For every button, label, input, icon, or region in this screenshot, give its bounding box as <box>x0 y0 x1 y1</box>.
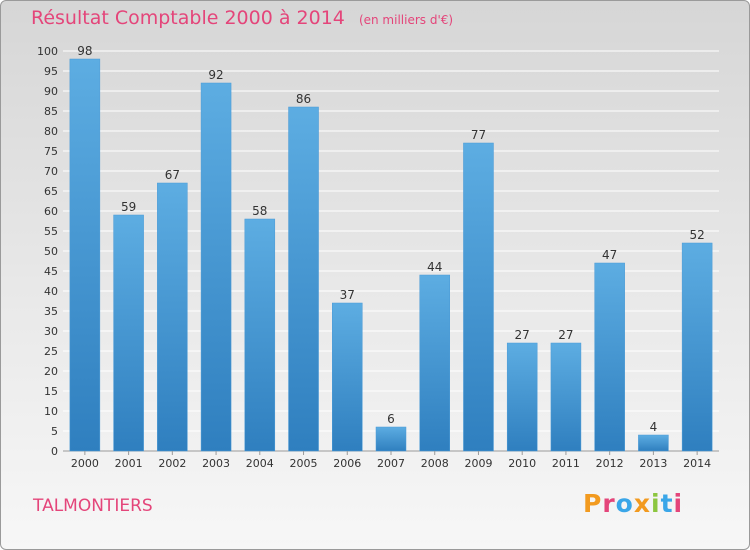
bar-2002 <box>157 182 188 452</box>
x-tick-label: 2009 <box>464 457 492 470</box>
bar-2011 <box>550 342 582 452</box>
bar-value-label: 27 <box>515 328 530 342</box>
bar-2006 <box>332 302 363 452</box>
bar-value-label: 6 <box>387 412 395 426</box>
x-tick-label: 2011 <box>552 457 580 470</box>
y-tick-label: 45 <box>44 265 58 278</box>
bar-2012 <box>594 262 625 452</box>
bar-value-label: 92 <box>208 68 223 82</box>
y-tick-label: 5 <box>51 425 58 438</box>
bar-2003 <box>200 82 232 452</box>
y-tick-label: 55 <box>44 225 58 238</box>
bar-2010 <box>506 342 538 452</box>
place-name: TALMONTIERS <box>33 496 153 516</box>
x-tick-label: 2002 <box>158 457 186 470</box>
bar-value-label: 4 <box>650 420 658 434</box>
y-tick-label: 0 <box>51 445 58 458</box>
x-tick-label: 2000 <box>71 457 99 470</box>
bar-value-label: 47 <box>602 248 617 262</box>
bar-2001 <box>113 214 144 452</box>
logo-letter: x <box>633 489 651 518</box>
bar-value-label: 98 <box>77 44 92 58</box>
y-tick-label: 20 <box>44 365 58 378</box>
y-tick-label: 15 <box>44 385 58 398</box>
y-tick-label: 80 <box>44 125 58 138</box>
logo-letter: o <box>615 489 634 518</box>
bar-2014 <box>681 242 713 452</box>
bar-value-label: 52 <box>689 228 704 242</box>
bar-value-label: 59 <box>121 200 136 214</box>
y-tick-label: 35 <box>44 305 58 318</box>
bar-2005 <box>288 106 319 452</box>
bar-value-label: 37 <box>340 288 355 302</box>
bar-value-label: 67 <box>165 168 180 182</box>
chart-title-text: Résultat Comptable 2000 à 2014 <box>31 7 345 29</box>
bar-2009 <box>463 142 494 452</box>
logo-letter: t <box>660 489 674 518</box>
bar-2004 <box>244 218 276 452</box>
bar-value-label: 77 <box>471 128 486 142</box>
y-tick-label: 75 <box>44 145 58 158</box>
bar-value-label: 58 <box>252 204 267 218</box>
y-tick-label: 95 <box>44 65 58 78</box>
bar-2007 <box>375 426 407 452</box>
bar-value-label: 27 <box>558 328 573 342</box>
x-tick-label: 2003 <box>202 457 230 470</box>
x-tick-label: 2005 <box>290 457 318 470</box>
logo-letter: r <box>602 489 616 518</box>
y-tick-label: 10 <box>44 405 58 418</box>
chart-subtitle: (en milliers d'€) <box>358 13 454 27</box>
x-tick-label: 2007 <box>377 457 405 470</box>
x-tick-label: 2001 <box>115 457 143 470</box>
bar-2013 <box>638 434 669 452</box>
x-tick-label: 2012 <box>596 457 624 470</box>
y-tick-label: 100 <box>37 45 58 58</box>
y-tick-label: 40 <box>44 285 58 298</box>
y-tick-label: 70 <box>44 165 58 178</box>
x-tick-label: 2008 <box>421 457 449 470</box>
bar-2000 <box>69 58 101 452</box>
x-tick-label: 2014 <box>683 457 711 470</box>
bars: 98 59 67 92 58 86 37 6 44 77 27 27 47 4 52 <box>69 44 713 452</box>
y-tick-label: 60 <box>44 205 58 218</box>
x-axis-ticks: 2000 2001 2002 2003 2004 2005 2006 2007 2008 2009… <box>71 451 711 470</box>
y-tick-label: 25 <box>44 345 58 358</box>
y-axis-ticks: 0 5 10 15 20 25 30 35 40 45 50 55 60 65 70 75 80 85 90 95 10… <box>37 45 58 458</box>
y-tick-label: 30 <box>44 325 58 338</box>
proxiti-logo: Proxiti <box>583 489 683 518</box>
y-tick-label: 50 <box>44 245 58 258</box>
y-tick-label: 85 <box>44 105 58 118</box>
logo-letter: i <box>651 489 661 518</box>
bar-value-label: 44 <box>427 260 442 274</box>
y-tick-label: 90 <box>44 85 58 98</box>
x-tick-label: 2010 <box>508 457 536 470</box>
bar-value-label: 86 <box>296 92 311 106</box>
x-tick-label: 2004 <box>246 457 274 470</box>
logo-letter: P <box>583 489 603 518</box>
y-tick-label: 65 <box>44 185 58 198</box>
x-tick-label: 2006 <box>333 457 361 470</box>
logo-letter: i <box>673 489 684 518</box>
x-tick-label: 2013 <box>639 457 667 470</box>
chart-title: Résultat Comptable 2000 à 2014 (en milli… <box>31 7 453 29</box>
bar-2008 <box>419 274 450 452</box>
